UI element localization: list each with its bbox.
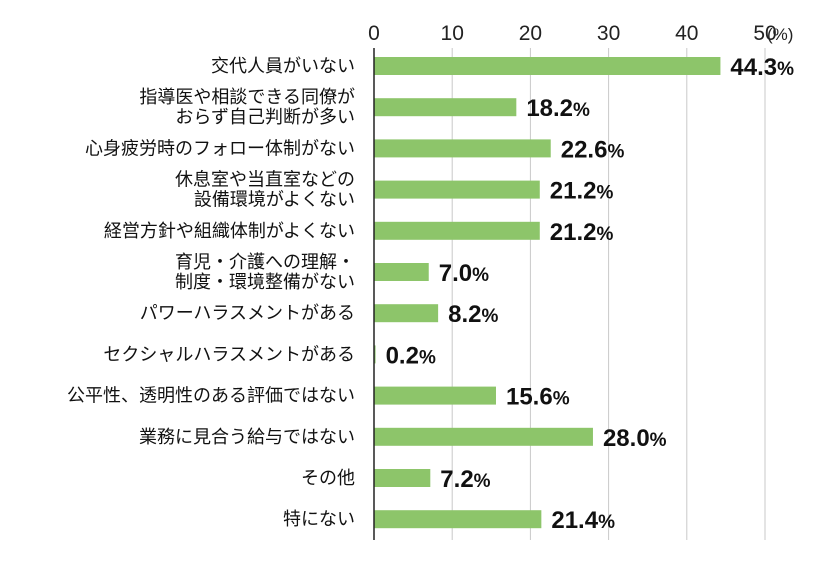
bar-3 <box>374 139 551 158</box>
category-label: パワーハラスメントがある <box>140 303 355 324</box>
x-tick-label: 30 <box>597 22 620 45</box>
data-labels: 44.3% 18.2% 22.6% 21.2% 21.2% 7.0% 8.2% 0.2% 15.… <box>386 54 795 534</box>
category-label: セクシャルハラスメントがある <box>103 344 355 365</box>
data-label: 22.6% <box>561 136 625 163</box>
data-label: 15.6% <box>506 384 570 411</box>
data-label: 21.4% <box>551 507 615 534</box>
grid-lines <box>451 48 766 540</box>
data-label: 8.2% <box>448 301 498 328</box>
data-label: 0.2% <box>386 342 436 369</box>
category-label: 交代人員がいない <box>211 56 355 77</box>
category-label: 休息室や当直室などの設備環境がよくない <box>175 170 355 211</box>
x-axis-ticks: 0 10 20 30 40 50 <box>368 22 777 45</box>
bars <box>374 57 721 529</box>
x-tick-label: 50 <box>753 22 776 45</box>
data-label: 7.2% <box>440 466 490 493</box>
category-label: 特にない <box>283 509 355 530</box>
bar-2 <box>374 98 517 117</box>
bar-8 <box>374 345 376 364</box>
data-label: 28.0% <box>603 425 667 452</box>
bar-6 <box>374 263 429 281</box>
bar-12 <box>374 510 542 529</box>
data-label: 18.2% <box>526 95 590 122</box>
bar-4 <box>374 180 540 199</box>
category-label: 公平性、透明性のある評価ではない <box>67 386 355 407</box>
bar-1 <box>374 57 721 75</box>
data-label: 7.0% <box>439 260 489 287</box>
bar-5 <box>374 221 540 240</box>
data-label: 21.2% <box>550 219 614 246</box>
bar-7 <box>374 304 439 323</box>
category-label: 育児・介護への理解・制度・環境整備がない <box>175 252 355 293</box>
bar-11 <box>374 469 431 487</box>
category-label: 経営方針や組織体制がよくない <box>104 221 355 242</box>
category-label: 指導医や相談できる同僚がおらず自己判断が多い <box>139 87 355 128</box>
bar-10 <box>374 427 593 446</box>
category-labels: 交代人員がいない指導医や相談できる同僚がおらず自己判断が多い心身疲労時のフォロー… <box>67 56 355 530</box>
x-tick-label: 20 <box>519 22 542 45</box>
x-tick-label: 10 <box>441 22 464 45</box>
x-tick-label: 40 <box>675 22 698 45</box>
x-tick-label: 0 <box>368 22 380 45</box>
category-label: 業務に見合う給与ではない <box>139 427 355 448</box>
category-label: その他 <box>301 468 355 489</box>
category-label: 心身疲労時のフォロー体制がない <box>85 138 355 159</box>
data-label: 44.3% <box>730 54 794 81</box>
bar-9 <box>374 386 496 405</box>
x-axis-unit-label: (%) <box>767 25 793 44</box>
data-label: 21.2% <box>550 178 614 205</box>
